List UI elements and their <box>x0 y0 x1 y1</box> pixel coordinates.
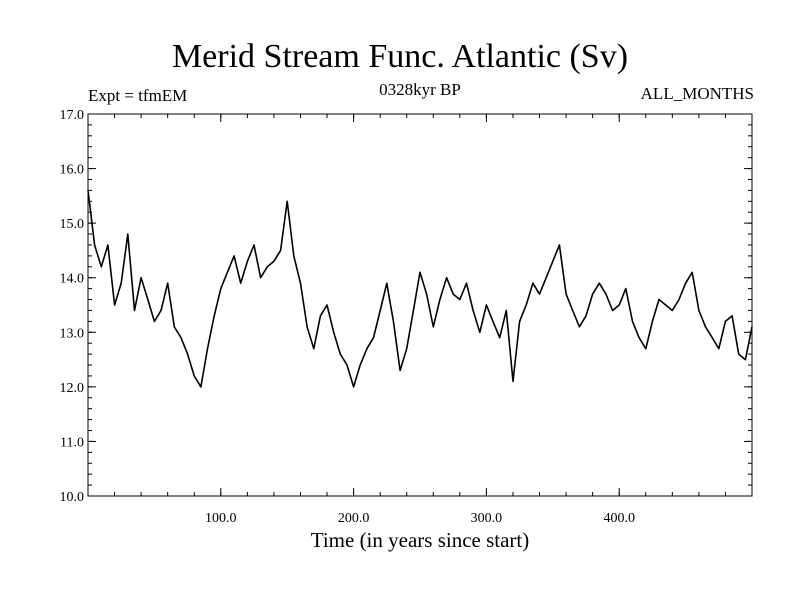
x-tick-label: 300.0 <box>471 511 503 526</box>
experiment-label: Expt = tfmEM <box>88 86 188 105</box>
y-tick-label: 15.0 <box>60 217 85 232</box>
y-tick-label: 14.0 <box>60 272 85 287</box>
series-line-0 <box>87 190 753 388</box>
chart-subtitle: 0328kyr BP <box>379 80 461 99</box>
chart-title: Merid Stream Func. Atlantic (Sv) <box>171 38 629 75</box>
y-tick-label: 16.0 <box>60 163 85 178</box>
x-axis-label: Time (in years since start) <box>310 528 530 552</box>
x-tick-label: 400.0 <box>603 511 635 526</box>
period-label: ALL_MONTHS <box>640 84 754 103</box>
x-tick-label: 100.0 <box>205 511 237 526</box>
y-tick-label: 10.0 <box>60 490 85 505</box>
y-tick-label: 13.0 <box>60 326 85 341</box>
y-tick-label: 17.0 <box>60 108 85 123</box>
plot-frame <box>87 113 753 497</box>
y-tick-label: 11.0 <box>60 435 84 450</box>
y-tick-label: 12.0 <box>60 381 85 396</box>
x-tick-label: 200.0 <box>338 511 370 526</box>
